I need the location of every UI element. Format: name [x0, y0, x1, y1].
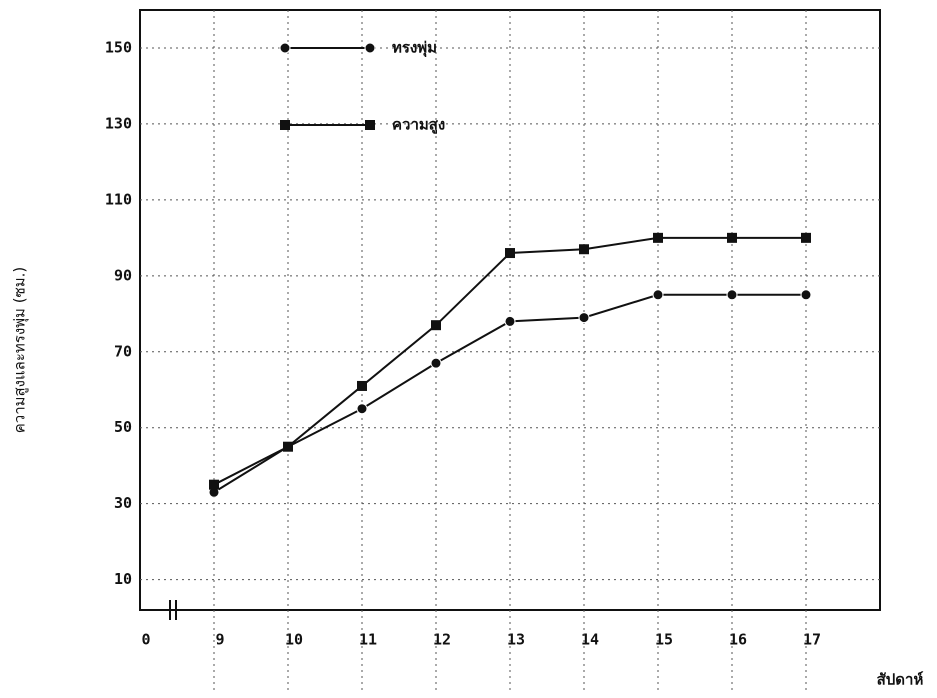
point — [209, 480, 219, 490]
point — [280, 43, 290, 53]
point — [357, 404, 367, 414]
x-tick-label: 0 — [141, 631, 150, 649]
point — [727, 233, 737, 243]
point — [579, 313, 589, 323]
x-tick-label: 16 — [729, 631, 747, 649]
point — [653, 290, 663, 300]
point — [801, 233, 811, 243]
point — [283, 442, 293, 452]
point — [357, 381, 367, 391]
y-axis-label: ความสูงและทรงพุ่ม (ซม.) — [11, 267, 30, 434]
x-tick-label: 15 — [655, 631, 673, 649]
chart: ความสูงและทรงพุ่ม (ซม.) สัปดาห์ 10 30 50 70… — [0, 0, 937, 698]
y-tick-label: 10 — [114, 570, 132, 588]
x-tick-label: 11 — [359, 631, 377, 649]
point — [365, 120, 375, 130]
point — [505, 248, 515, 258]
x-axis-label: สัปดาห์ — [877, 671, 924, 689]
legend-label: ทรงพุ่ม — [392, 39, 437, 58]
y-tick-label: 50 — [114, 418, 132, 436]
x-tick-label: 9 — [215, 631, 224, 649]
y-tick-label: 30 — [114, 494, 132, 512]
point — [431, 358, 441, 368]
x-tick-label: 14 — [581, 631, 599, 649]
point — [365, 43, 375, 53]
x-tick-label: 13 — [507, 631, 525, 649]
x-tick-label: 12 — [433, 631, 451, 649]
y-tick-label: 150 — [105, 38, 132, 56]
legend-label: ความสูง — [392, 116, 445, 135]
y-tick-label: 110 — [105, 190, 132, 208]
point — [801, 290, 811, 300]
point — [653, 233, 663, 243]
y-tick-label: 130 — [105, 114, 132, 132]
page: {"chart_data": {"type": "line", "y_label… — [0, 0, 937, 698]
y-tick-label: 90 — [114, 266, 132, 284]
point — [505, 316, 515, 326]
point — [727, 290, 737, 300]
point — [280, 120, 290, 130]
x-tick-label: 10 — [285, 631, 303, 649]
y-tick-label: 70 — [114, 342, 132, 360]
point — [579, 244, 589, 254]
x-tick-label: 17 — [803, 631, 821, 649]
point — [431, 320, 441, 330]
